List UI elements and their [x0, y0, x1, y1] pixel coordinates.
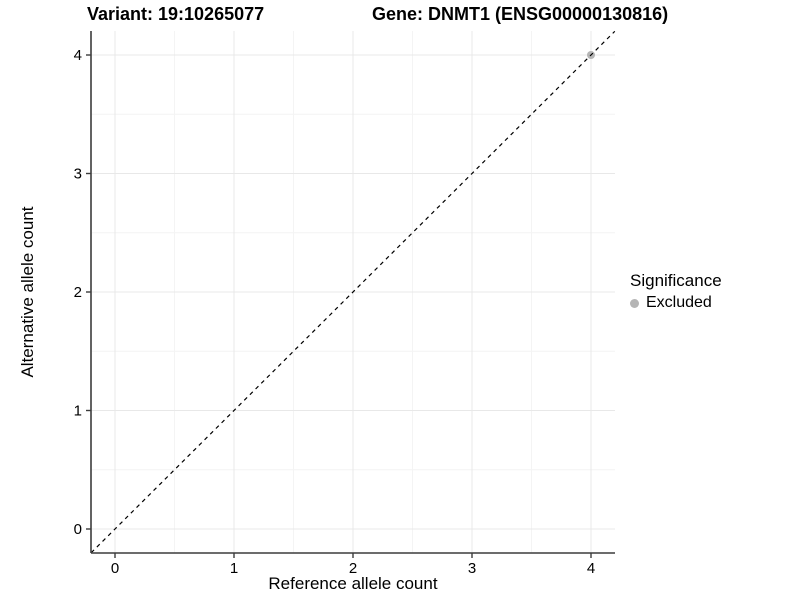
y-tick-label: 2: [74, 284, 82, 301]
y-tick-label: 1: [74, 403, 82, 420]
excluded-marker-icon: [630, 298, 639, 308]
identity-dashed-line: [90, 30, 616, 554]
plot-title-gene: Gene: DNMT1 (ENSG00000130816): [372, 4, 669, 24]
y-tick-label: 4: [74, 47, 82, 64]
y-tick-label: 3: [74, 166, 82, 183]
x-tick-label: 0: [111, 560, 119, 577]
y-tick-label: 0: [74, 521, 82, 538]
x-axis-title: Reference allele count: [268, 574, 438, 593]
x-tick-label: 3: [468, 560, 476, 577]
x-tick-label: 4: [587, 560, 595, 577]
legend-entry-label: Excluded: [646, 294, 712, 311]
legend: Significance Excluded: [630, 271, 722, 312]
y-axis-title: Alternative allele count: [18, 206, 37, 378]
legend-entry-excluded: Excluded: [630, 294, 722, 312]
x-tick-label: 2: [349, 560, 357, 577]
legend-title: Significance: [630, 271, 722, 290]
x-tick-label: 1: [230, 560, 238, 577]
plot-title-variant: Variant: 19:10265077: [87, 4, 265, 24]
